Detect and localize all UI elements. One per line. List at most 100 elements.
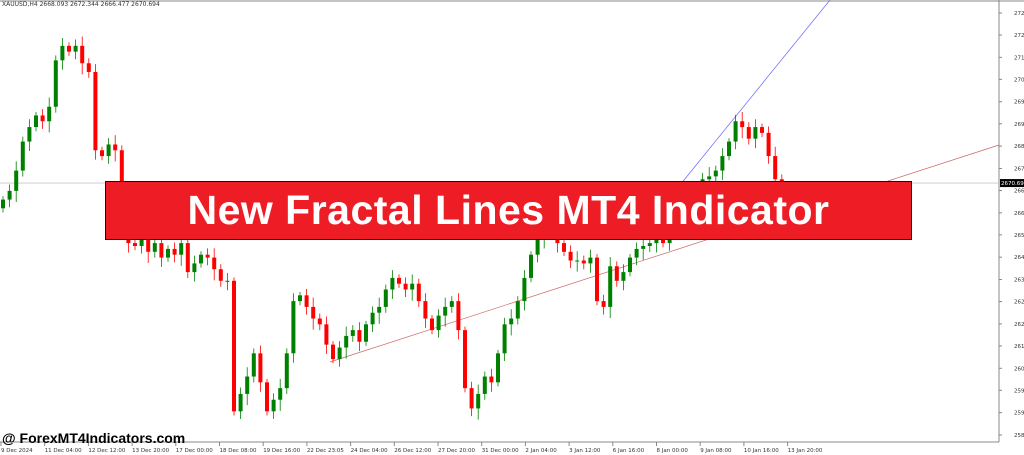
candle-body: [456, 301, 461, 331]
candle-body: [67, 45, 71, 52]
candle-body: [502, 324, 507, 354]
candle-body: [344, 335, 349, 348]
y-tick-label: 2591.550: [1014, 411, 1024, 417]
x-tick-label: 12 Dec 12:00: [88, 448, 125, 454]
candle-body: [568, 251, 573, 261]
candle-body: [449, 301, 454, 307]
candle-body: [113, 144, 118, 151]
x-tick-label: 26 Dec 12:00: [394, 448, 431, 454]
candle-body: [218, 269, 223, 281]
candle-body: [377, 306, 382, 313]
x-tick-label: 17 Dec 00:00: [176, 448, 213, 454]
candle-body: [403, 283, 408, 290]
x-tick-label: 6 Jan 16:00: [613, 448, 645, 454]
current-price-label: 2670.694: [1001, 181, 1024, 187]
candle-body: [423, 301, 428, 319]
x-tick-label: 9 Jan 08:00: [700, 448, 732, 454]
candle-body: [139, 237, 144, 246]
candle-body: [284, 353, 289, 389]
candle-body: [410, 283, 415, 290]
candle-body: [443, 306, 448, 316]
candle-body: [469, 388, 474, 409]
candle-body: [773, 156, 778, 180]
candle-body: [436, 315, 441, 331]
x-tick-label: 24 Dec 04:00: [351, 448, 388, 454]
candle-body: [364, 324, 368, 342]
x-tick-label: 27 Dec 20:00: [438, 448, 475, 454]
y-tick-label: 2698.730: [1014, 100, 1024, 106]
candle-body: [271, 399, 276, 412]
y-tick-label: 2675.730: [1014, 166, 1024, 172]
candle-body: [27, 127, 32, 142]
y-tick-label: 2660.435: [1014, 211, 1024, 217]
candle-body: [251, 353, 256, 377]
candle-body: [430, 318, 434, 331]
candle-body: [311, 306, 316, 319]
candle-body: [304, 295, 309, 307]
y-tick-label: 2637.435: [1014, 278, 1024, 284]
candle-body: [7, 190, 12, 200]
candle-body: [654, 237, 659, 244]
candle-body: [232, 280, 236, 412]
y-tick-label: 2683.435: [1014, 144, 1024, 150]
candle-body: [1, 199, 5, 209]
x-tick-label: 13 Jan 20:00: [788, 448, 823, 454]
x-tick-label: 22 Dec 23:05: [307, 448, 344, 454]
candle-body: [760, 127, 764, 133]
y-tick-label: 2721.730: [1014, 33, 1024, 39]
candle-body: [159, 243, 164, 258]
candle-body: [634, 248, 639, 258]
candle-body: [720, 156, 725, 171]
x-tick-label: 9 Dec 2024: [1, 448, 33, 454]
candle-body: [522, 277, 527, 302]
candle-body: [34, 115, 38, 128]
candle-body: [727, 141, 731, 157]
candle-body: [14, 170, 19, 191]
candle-body: [601, 301, 606, 307]
x-tick-label: 3 Jan 12:00: [569, 448, 601, 454]
candle-body: [185, 243, 190, 273]
candle-body: [337, 347, 342, 360]
candle-body: [317, 318, 322, 325]
candle-body: [179, 243, 184, 255]
title-banner: New Fractal Lines MT4 Indicator: [105, 181, 912, 240]
candle-body: [60, 45, 65, 61]
candle-body: [753, 127, 758, 139]
watermark: @ ForexMT4Indicators.com: [2, 430, 186, 446]
candle-body: [40, 115, 45, 122]
y-tick-label: 2614.550: [1014, 344, 1024, 350]
y-tick-label: 2706.435: [1014, 77, 1024, 83]
x-tick-label: 10 Jan 16:00: [744, 448, 779, 454]
candle-body: [707, 176, 712, 180]
candle-body: [397, 277, 401, 284]
candle-body: [133, 243, 137, 246]
banner-title: New Fractal Lines MT4 Indicator: [187, 187, 830, 233]
x-tick-label: 8 Jan 00:00: [657, 448, 689, 454]
x-tick-label: 31 Dec 00:00: [482, 448, 519, 454]
candle-body: [80, 45, 85, 64]
candle-body: [166, 248, 170, 258]
candle-body: [331, 344, 335, 360]
x-tick-label: 11 Dec 04:00: [45, 448, 82, 454]
candle-body: [641, 245, 646, 249]
y-tick-label: 2668.140: [1014, 188, 1024, 194]
candle-body: [482, 376, 487, 394]
candle-body: [661, 237, 665, 244]
candle-body: [258, 353, 263, 383]
candle-body: [581, 260, 586, 264]
candle-body: [298, 295, 302, 302]
y-tick-label: 2583.845: [1014, 433, 1024, 439]
candle-body: [621, 272, 626, 281]
candle-body: [146, 237, 151, 252]
candle-body: [212, 257, 217, 270]
candle-body: [350, 330, 355, 336]
x-tick-label: 19 Dec 16:00: [263, 448, 300, 454]
candle-body: [152, 243, 157, 252]
candle-body: [713, 170, 718, 177]
y-tick-label: 2691.140: [1014, 122, 1024, 128]
candle-body: [614, 266, 619, 281]
candle-body: [390, 277, 395, 290]
candle-body: [93, 71, 98, 151]
candle-body: [245, 376, 250, 394]
